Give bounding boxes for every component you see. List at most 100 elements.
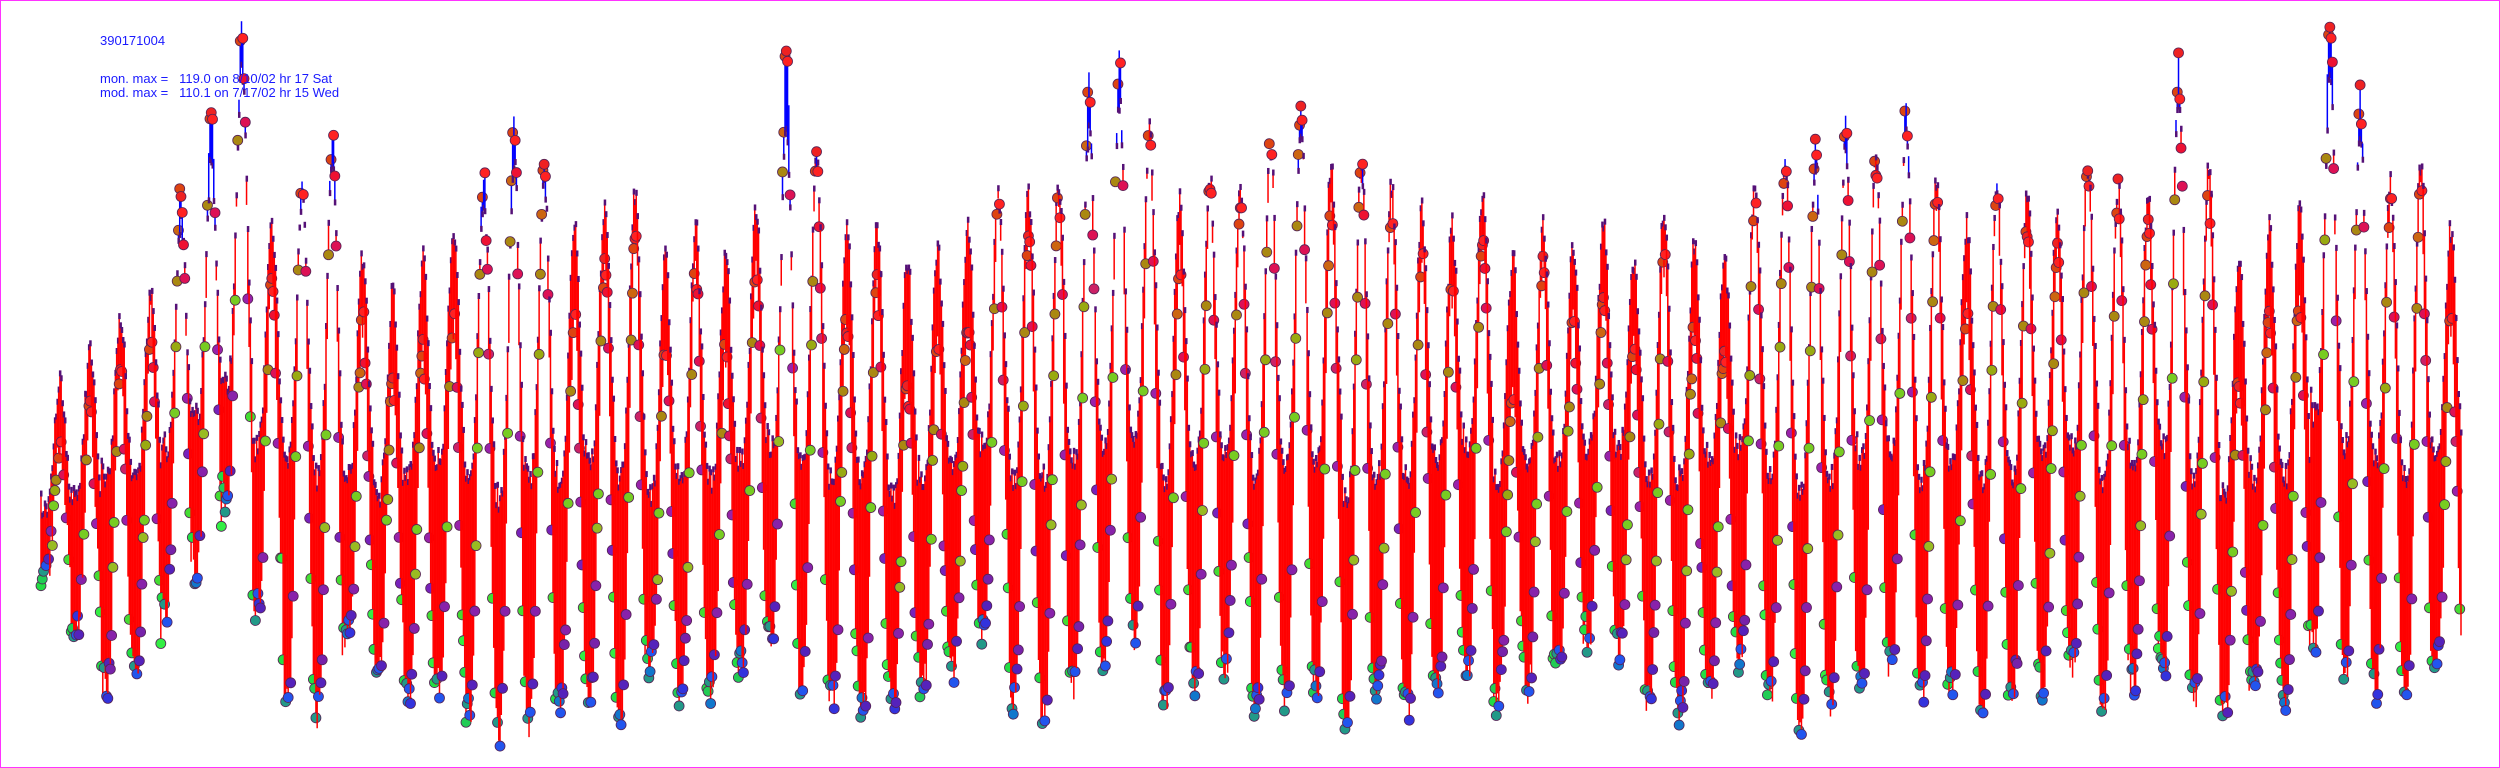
model-value-tick — [2114, 220, 2117, 227]
model-value-tick — [2314, 404, 2318, 411]
model-value-tick — [1859, 464, 1863, 471]
model-value-tick — [327, 219, 331, 226]
model-value-tick — [1524, 454, 1527, 461]
model-value-tick — [1118, 107, 1121, 114]
model-value-tick — [1520, 419, 1524, 426]
model-value-tick — [944, 387, 947, 394]
model-value-tick — [882, 351, 885, 358]
model-value-tick — [1230, 395, 1233, 402]
model-value-tick — [1399, 403, 1402, 410]
model-value-tick — [2355, 209, 2358, 216]
model-value-tick — [2082, 225, 2086, 232]
model-value-tick — [1151, 169, 1154, 176]
model-value-tick — [345, 475, 348, 482]
model-value-tick — [871, 318, 874, 325]
model-value-tick — [1022, 295, 1025, 302]
model-value-tick — [1412, 411, 1415, 418]
model-value-tick — [1515, 311, 1518, 318]
model-value-tick — [702, 393, 705, 400]
model-value-tick — [1684, 435, 1687, 442]
model-value-tick — [480, 225, 483, 232]
monitor-value-point — [1780, 165, 1792, 177]
model-value-tick — [115, 347, 119, 354]
monitor-value-point — [866, 450, 878, 462]
model-value-tick — [464, 475, 468, 482]
model-value-tick — [1866, 404, 1869, 411]
model-value-tick — [1809, 290, 1812, 297]
model-value-tick — [775, 414, 778, 421]
model-value-tick — [2359, 136, 2362, 143]
model-value-tick — [654, 480, 657, 487]
model-value-tick — [490, 385, 493, 392]
model-value-tick — [1719, 293, 1723, 300]
model-value-tick — [1401, 472, 1405, 479]
model-value-tick — [825, 430, 829, 437]
model-value-tick — [821, 323, 825, 330]
model-value-tick — [1048, 416, 1052, 423]
model-value-tick — [2333, 214, 2337, 221]
monitor-value-point — [199, 341, 211, 353]
model-value-tick — [529, 471, 532, 478]
monitor-value-point — [1828, 672, 1840, 684]
model-value-tick — [790, 251, 793, 258]
model-value-tick — [435, 464, 439, 471]
model-value-tick — [749, 293, 753, 300]
model-value-tick — [1583, 439, 1587, 446]
model-value-tick — [1884, 420, 1888, 427]
monitor-value-point — [2286, 554, 2298, 565]
model-value-tick — [2026, 196, 2029, 203]
model-value-tick — [1541, 214, 1545, 221]
monitor-value-point — [237, 32, 249, 44]
model-value-tick — [1463, 447, 1467, 454]
monitor-value-point — [682, 561, 694, 573]
model-value-tick — [2173, 166, 2177, 173]
monitor-value-point — [1934, 312, 1946, 324]
model-value-tick — [135, 474, 139, 481]
model-value-tick — [1834, 428, 1838, 435]
monitor-value-point — [1649, 599, 1661, 611]
model-value-tick — [2191, 483, 2194, 490]
model-value-tick — [2159, 440, 2163, 447]
model-value-tick — [2280, 462, 2284, 469]
model-value-tick — [781, 194, 785, 201]
model-value-tick — [602, 219, 605, 226]
monitor-value-point — [410, 568, 421, 580]
model-value-tick — [738, 447, 742, 454]
model-value-tick — [2365, 288, 2368, 295]
model-value-tick — [1459, 411, 1463, 418]
monitor-value-point — [2131, 648, 2143, 660]
model-value-tick — [1111, 289, 1115, 296]
model-value-tick — [159, 462, 163, 469]
monitor-value-point — [1344, 690, 1356, 702]
model-value-tick — [833, 479, 836, 486]
model-value-tick — [903, 272, 907, 279]
monitor-value-point — [1107, 372, 1119, 383]
model-value-tick — [2244, 378, 2247, 385]
model-value-tick — [50, 473, 53, 480]
monitor-value-point — [1918, 696, 1930, 708]
model-value-tick — [1777, 321, 1781, 328]
model-value-tick — [1694, 240, 1698, 247]
monitor-value-point — [282, 692, 294, 703]
monitor-value-point — [358, 306, 370, 318]
model-value-tick — [2212, 276, 2216, 283]
model-value-tick — [748, 347, 752, 354]
model-value-tick — [1847, 176, 1850, 183]
model-value-tick — [1657, 311, 1661, 318]
model-value-tick — [197, 419, 201, 426]
model-value-tick — [544, 196, 547, 203]
model-value-tick — [795, 398, 798, 405]
monitor-value-point — [2326, 56, 2338, 68]
model-value-tick — [2287, 459, 2290, 466]
model-value-tick — [1202, 317, 1206, 324]
model-value-tick — [418, 303, 421, 310]
model-value-tick — [2311, 402, 2314, 409]
model-value-tick — [2283, 480, 2286, 487]
model-value-tick — [809, 306, 812, 313]
model-value-tick — [1697, 294, 1700, 301]
model-value-tick — [2089, 184, 2092, 191]
model-value-tick — [1492, 476, 1496, 483]
model-value-tick — [879, 271, 883, 278]
monitor-value-point — [1785, 427, 1797, 439]
monitor-value-point — [483, 348, 495, 360]
